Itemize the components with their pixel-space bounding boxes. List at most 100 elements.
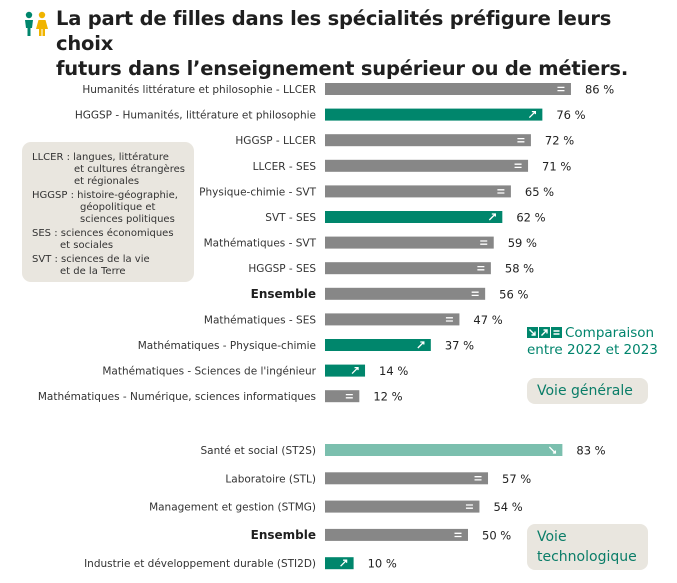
category-label: Santé et social (ST2S) <box>201 445 316 457</box>
bar <box>325 83 571 95</box>
value-label: 62 % <box>516 211 545 225</box>
value-label: 12 % <box>373 390 402 404</box>
category-label: Mathématiques - Numérique, sciences info… <box>38 391 316 403</box>
category-label: Ensemble <box>251 287 316 301</box>
value-label: 50 % <box>482 528 511 542</box>
badge-techno-line-1: Voie <box>537 529 567 545</box>
bar <box>325 211 503 223</box>
value-label: 37 % <box>445 339 474 353</box>
trend-equal-icon <box>497 189 505 194</box>
bar <box>325 472 489 485</box>
trend-up-icon <box>351 366 359 375</box>
trend-equal-icon <box>454 532 462 538</box>
bar <box>325 134 531 147</box>
bar <box>325 185 511 198</box>
category-label: LLCER - SES <box>253 161 317 173</box>
trend-equal-icon <box>445 317 453 322</box>
bar <box>325 236 494 249</box>
category-label: HGGSP - LLCER <box>235 135 316 147</box>
trend-equal-icon <box>557 86 565 92</box>
category-label: Physique-chimie - SVT <box>199 186 316 198</box>
value-label: 10 % <box>368 557 397 571</box>
trend-equal-icon <box>471 291 479 297</box>
trend-up-icon <box>417 341 425 349</box>
page-title: La part de filles dans les spécialités p… <box>56 6 666 81</box>
value-label: 57 % <box>502 472 531 486</box>
legend-line: SES : sciences économiques <box>32 228 174 239</box>
value-label: 65 % <box>525 185 554 199</box>
value-label: 76 % <box>556 108 585 122</box>
legend-line: et de la Terre <box>60 266 126 277</box>
value-label: 59 % <box>508 236 537 250</box>
title-line-1: La part de filles dans les spécialités p… <box>56 7 612 55</box>
trend-equal-icon <box>465 504 473 509</box>
bar <box>325 339 431 351</box>
comparison-icons <box>527 327 562 338</box>
bar <box>325 287 486 300</box>
trend-up-icon <box>539 327 550 338</box>
legend-line: LLCER : langues, littérature <box>32 152 169 163</box>
bar <box>325 390 360 403</box>
category-label: Mathématiques - Sciences de l'ingénieur <box>102 366 316 378</box>
category-label: Laboratoire (STL) <box>225 473 316 485</box>
bar <box>325 500 480 513</box>
bar <box>325 108 543 121</box>
legend-line: et sociales <box>60 240 114 251</box>
category-label: Mathématiques - Physique-chimie <box>138 340 316 352</box>
badge-voie-generale-label: Voie générale <box>537 383 633 399</box>
trend-down-icon <box>527 327 538 338</box>
bar <box>325 528 468 541</box>
legend-line: SVT : sciences de la vie <box>32 254 150 265</box>
trend-equal-icon <box>551 327 562 338</box>
trend-equal-icon <box>474 476 482 481</box>
trend-equal-icon <box>480 240 488 245</box>
category-label: Mathématiques - SES <box>204 314 316 326</box>
legend-line: et régionales <box>74 176 140 187</box>
legend-line: et cultures étrangères <box>74 164 185 175</box>
category-label: Industrie et développement durable (STI2… <box>84 558 316 570</box>
value-label: 71 % <box>542 159 571 173</box>
trend-equal-icon <box>517 137 525 143</box>
trend-equal-icon <box>477 265 485 271</box>
value-label: 86 % <box>585 83 614 97</box>
bar <box>325 444 563 456</box>
trend-up-icon <box>340 559 348 567</box>
trend-down-icon <box>548 446 557 454</box>
legend-line: HGGSP : histoire-géographie, <box>32 190 178 201</box>
category-label: Mathématiques - SVT <box>204 238 317 250</box>
bar <box>325 313 460 326</box>
value-label: 83 % <box>576 444 605 458</box>
category-label: SVT - SES <box>265 212 316 224</box>
badge-techno-line-2: technologique <box>537 549 637 565</box>
legend-line: géopolitique et <box>80 202 156 213</box>
value-label: 72 % <box>545 134 574 148</box>
trend-equal-icon <box>345 393 353 399</box>
legend-line: sciences politiques <box>80 214 175 225</box>
badge-voie-generale: Voie générale <box>527 378 648 404</box>
trend-up-icon <box>488 213 496 221</box>
abbreviation-legend: LLCER : langues, littérature et cultures… <box>22 142 194 282</box>
category-label: Ensemble <box>251 528 316 542</box>
comparison-caption: Comparaison entre 2022 et 2023 <box>527 325 658 359</box>
bar <box>325 159 529 172</box>
comparison-line-2: entre 2022 et 2023 <box>527 342 658 358</box>
bar <box>325 364 366 377</box>
value-label: 14 % <box>379 364 408 378</box>
trend-equal-icon <box>514 163 522 169</box>
category-label: HGGSP - Humanités, littérature et philos… <box>75 110 316 122</box>
category-label: Management et gestion (STMG) <box>149 502 316 514</box>
value-label: 56 % <box>499 287 528 301</box>
badge-voie-technologique: Voie technologique <box>527 524 648 570</box>
value-label: 58 % <box>505 262 534 276</box>
bar <box>325 262 491 275</box>
value-label: 47 % <box>473 313 502 327</box>
title-line-2: futurs dans l’enseignement supérieur ou … <box>56 57 629 80</box>
people-icon <box>25 11 48 36</box>
comparison-line-1: Comparaison <box>565 325 655 341</box>
bar <box>325 557 354 570</box>
category-label: Humanités littérature et philosophie - L… <box>82 84 316 96</box>
value-label: 54 % <box>493 500 522 514</box>
category-label: HGGSP - SES <box>248 263 316 275</box>
trend-up-icon <box>528 110 537 119</box>
